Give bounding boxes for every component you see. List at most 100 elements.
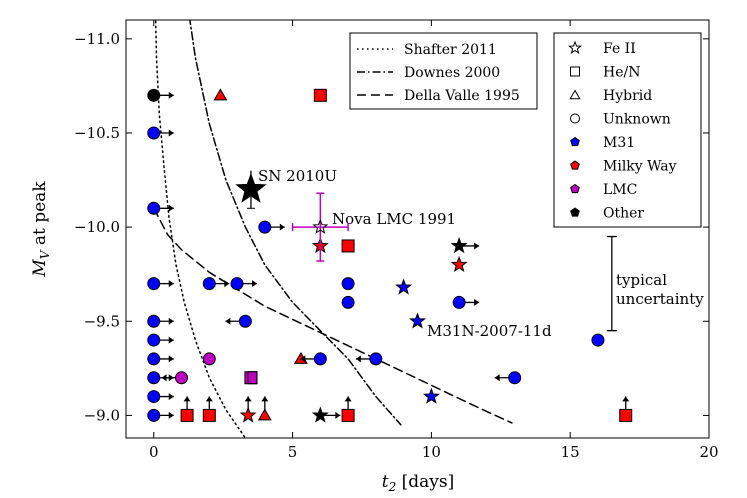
data-point <box>452 295 466 309</box>
legend-marker-swatch <box>570 136 580 147</box>
sn2010u-star <box>235 173 267 203</box>
limit-arrow-head <box>168 204 174 212</box>
x-tick-label: 10 <box>422 443 441 461</box>
data-point <box>230 277 244 291</box>
limit-arrow-head <box>344 396 352 402</box>
limit-arrow-head <box>168 317 174 325</box>
limit-arrow-head <box>335 411 341 419</box>
curve-dashed <box>153 207 513 424</box>
data-point <box>369 352 383 366</box>
legend-line-label: Della Valle 1995 <box>404 88 520 104</box>
data-point <box>341 295 355 309</box>
data-point <box>395 278 413 295</box>
limit-arrow-head <box>494 374 500 382</box>
limit-arrow-head <box>168 129 174 137</box>
y-axis-ticks: −11.0 −10.5 −10.0 −9.5 −9.0 <box>74 30 709 424</box>
data-point <box>147 88 161 102</box>
x-tick-label: 5 <box>288 443 298 461</box>
legend-marker-label: Fe II <box>603 41 636 57</box>
data-point <box>147 352 161 366</box>
data-point <box>147 333 161 347</box>
legend-marker-label: LMC <box>603 182 637 198</box>
data-point <box>213 88 228 101</box>
data-point <box>258 220 272 234</box>
data-points <box>147 88 633 423</box>
y-axis-label: MV at peak <box>30 181 52 278</box>
limit-arrow-head <box>168 280 174 288</box>
data-point <box>422 387 440 404</box>
data-point <box>147 277 161 291</box>
legend-marker-label: M31 <box>603 135 635 151</box>
typical-uncertainty: typical uncertainty <box>606 235 704 332</box>
sn2010u-label: SN 2010U <box>258 167 337 185</box>
legend-lines: Shafter 2011 Downes 2000 Della Valle 1995 <box>349 32 538 110</box>
data-point <box>147 314 161 328</box>
data-point <box>619 408 633 422</box>
y-tick-label: −10.5 <box>74 124 120 142</box>
data-point <box>244 371 258 385</box>
curve-dotted <box>154 20 247 438</box>
legend-line-label: Shafter 2011 <box>404 42 497 58</box>
data-point <box>147 390 161 404</box>
data-point <box>147 126 161 140</box>
limit-arrow-head <box>183 396 191 402</box>
x-tick-label: 0 <box>149 443 159 461</box>
limit-arrow-head <box>279 223 285 231</box>
y-tick-label: −11.0 <box>74 30 120 48</box>
legend-marker-swatch <box>567 40 583 55</box>
limit-arrow-head <box>225 317 231 325</box>
data-point <box>257 408 272 421</box>
data-point <box>450 255 468 272</box>
x-tick-label: 15 <box>561 443 580 461</box>
limit-arrow-head <box>161 374 167 382</box>
y-tick-label: −9.5 <box>84 312 120 330</box>
legend-line-label: Downes 2000 <box>404 65 500 81</box>
data-point <box>341 408 355 422</box>
x-tick-label: 20 <box>699 443 718 461</box>
data-point <box>341 239 355 253</box>
data-point <box>239 406 257 423</box>
limit-arrow-head <box>474 298 480 306</box>
data-point-outline <box>247 371 258 385</box>
legend-markers-frame <box>553 32 702 228</box>
data-point <box>202 352 216 366</box>
data-point <box>313 352 327 366</box>
data-point <box>147 408 161 422</box>
data-point <box>180 408 194 422</box>
limit-arrow-head <box>244 396 252 402</box>
legend-lines-frame <box>349 32 538 110</box>
data-point <box>313 88 327 102</box>
uncertainty-label-line2: uncertainty <box>616 290 704 308</box>
limit-arrow-head <box>168 393 174 401</box>
data-point <box>311 406 329 423</box>
limit-arrow-head <box>300 355 306 363</box>
limit-arrow-head <box>252 280 258 288</box>
x-axis-label: t2 [days] <box>382 472 455 494</box>
x-axis-ticks: 0 5 10 15 20 <box>149 20 719 461</box>
data-point <box>450 237 468 254</box>
data-point <box>238 314 252 328</box>
legend-markers: Fe II He/N Hybrid Unknown M31 Milky Way LMC Oth… <box>553 32 702 228</box>
legend-marker-swatch <box>570 207 580 217</box>
data-point <box>147 201 161 215</box>
data-point <box>341 277 355 291</box>
legend-marker-swatch <box>570 160 580 170</box>
plot-frame <box>125 19 710 439</box>
legend-marker-label: Unknown <box>603 112 671 128</box>
limit-arrow-head <box>168 355 174 363</box>
limit-arrow-head <box>168 91 174 99</box>
data-point <box>508 371 522 385</box>
data-point <box>202 277 216 291</box>
legend-marker-swatch <box>570 113 580 124</box>
highlighted-objects: SN 2010U Nova LMC 1991 M31N-2007-11d <box>235 167 552 340</box>
model-curves <box>153 20 513 438</box>
limit-arrow-head <box>474 242 480 250</box>
legend-marker-swatch <box>570 183 580 194</box>
limit-arrow-head <box>622 396 630 402</box>
limit-arrow-head <box>168 336 174 344</box>
m31n-2007-11d-label: M31N-2007-11d <box>427 322 552 340</box>
limit-arrow-head <box>205 396 213 402</box>
legend-marker-swatch <box>570 66 580 77</box>
y-tick-label: −9.0 <box>84 406 120 424</box>
limit-arrow-head <box>168 411 174 419</box>
